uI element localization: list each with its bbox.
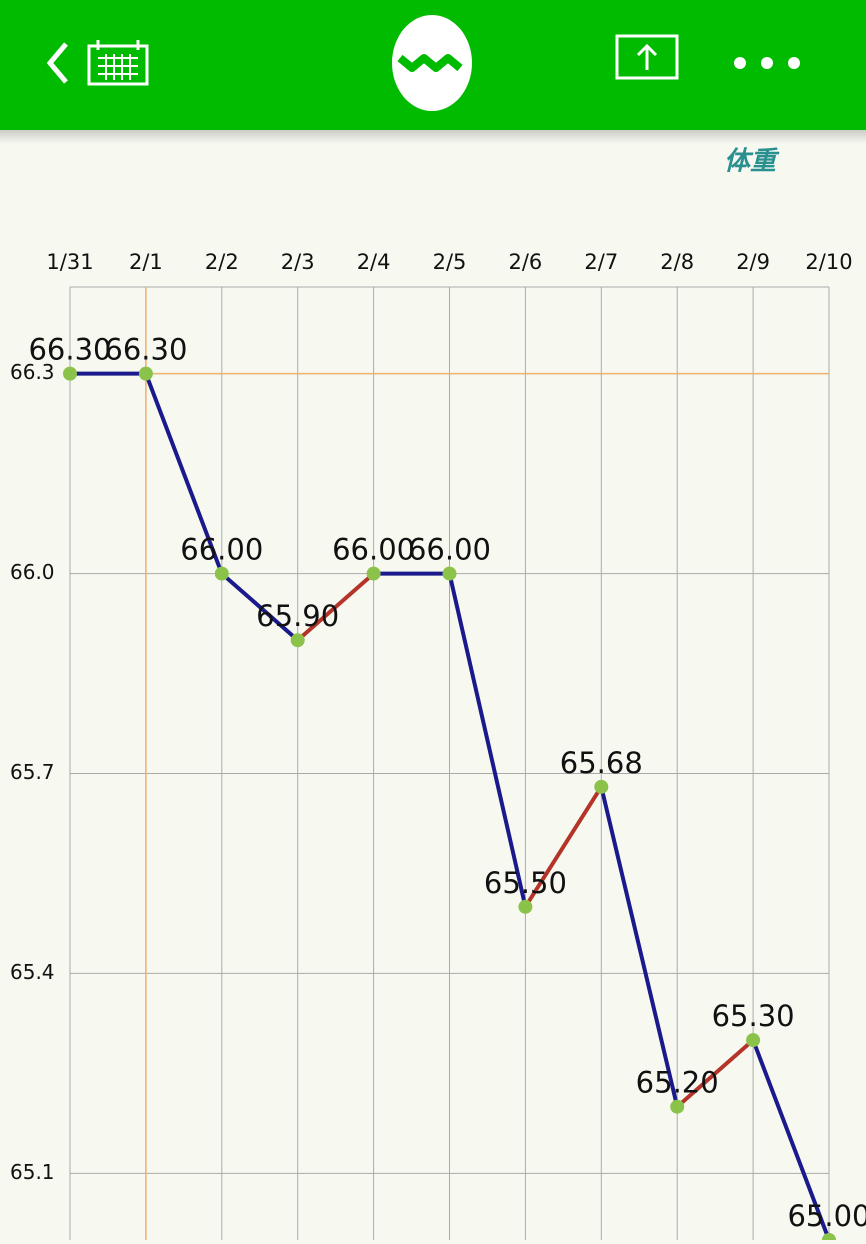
line-segment (599, 784, 680, 1109)
data-point (63, 366, 77, 381)
line-segment (143, 371, 224, 576)
x-tick-label: 2/8 (660, 250, 694, 274)
y-tick-label: 66.3 (10, 360, 55, 384)
x-tick-label: 2/3 (281, 250, 315, 274)
line-segment (523, 784, 604, 909)
data-point (822, 1233, 836, 1244)
data-point (670, 1099, 685, 1114)
data-label: 65.68 (560, 746, 643, 780)
app-logo[interactable] (392, 15, 472, 111)
data-label: 65.00 (787, 1199, 866, 1233)
x-tick-label: 2/9 (736, 250, 770, 274)
data-point (746, 1033, 761, 1048)
x-tick-label: 2/1 (129, 250, 163, 274)
y-tick-label: 65.7 (10, 760, 55, 784)
x-tick-label: 2/4 (357, 250, 391, 274)
line-segment (447, 571, 528, 909)
data-point (214, 566, 229, 581)
data-label: 66.00 (332, 533, 415, 567)
section-title: 体重 (724, 147, 780, 177)
y-tick-label: 66.0 (10, 560, 55, 584)
share-button[interactable] (615, 34, 679, 80)
data-point (442, 566, 457, 581)
x-tick-label: 2/5 (433, 250, 467, 274)
data-label: 65.30 (712, 999, 795, 1033)
line-segment (219, 571, 300, 643)
data-label: 66.30 (28, 333, 111, 367)
data-label: 65.90 (256, 599, 339, 633)
x-tick-label: 1/31 (46, 250, 93, 274)
data-label: 66.00 (408, 533, 491, 567)
data-label: 65.20 (636, 1066, 719, 1100)
line-segment (751, 1038, 831, 1242)
data-point (366, 566, 381, 581)
data-point (290, 633, 305, 648)
back-button[interactable] (46, 42, 68, 84)
x-tick-label: 2/10 (805, 250, 852, 274)
data-label: 65.50 (484, 866, 567, 900)
line-segment (295, 571, 376, 643)
line-segment (675, 1038, 756, 1109)
x-tick-label: 2/7 (584, 250, 618, 274)
y-tick-label: 65.1 (10, 1160, 55, 1184)
toolbar-shadow (0, 130, 866, 144)
x-tick-label: 2/6 (509, 250, 543, 274)
calendar-button[interactable] (87, 40, 149, 86)
data-point (594, 779, 609, 794)
data-point (518, 899, 533, 914)
y-tick-label: 65.4 (10, 960, 55, 984)
more-button[interactable] (734, 57, 800, 69)
data-point (138, 366, 153, 381)
data-label: 66.00 (180, 533, 263, 567)
x-tick-label: 2/2 (205, 250, 239, 274)
data-label: 66.30 (104, 333, 187, 367)
